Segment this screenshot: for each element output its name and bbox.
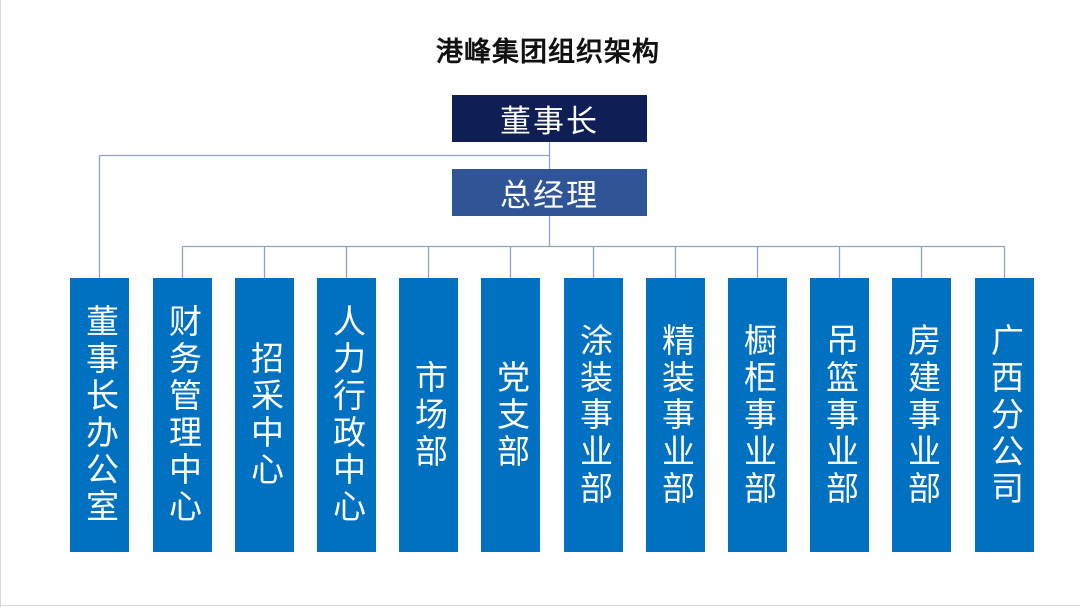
frame-left-border: [0, 0, 1, 607]
dept-party-branch: 党支部: [481, 278, 540, 552]
chart-title: 港峰集团组织架构: [436, 37, 660, 68]
dept-label: 涂装事业部: [574, 322, 614, 508]
dept-label: 精装事业部: [656, 322, 696, 508]
dept-finishing-division: 精装事业部: [646, 278, 705, 552]
general-manager-label: 总经理: [500, 178, 599, 214]
dept-label: 财务管理中心: [163, 304, 203, 526]
dept-label: 董事长办公室: [80, 304, 120, 526]
dept-construction-division: 房建事业部: [892, 278, 951, 552]
dept-finance-center: 财务管理中心: [153, 278, 212, 552]
dept-gondola-division: 吊篮事业部: [810, 278, 869, 552]
dept-guangxi-branch: 广西分公司: [975, 278, 1034, 552]
dept-chairman-office: 董事长办公室: [70, 278, 129, 552]
dept-procurement-center: 招采中心: [235, 278, 294, 552]
dept-label: 橱柜事业部: [738, 322, 778, 508]
dept-hr-admin-center: 人力行政中心: [317, 278, 376, 552]
frame-bottom-border: [0, 605, 1080, 606]
dept-marketing: 市场部: [399, 278, 458, 552]
dept-label: 市场部: [409, 359, 449, 471]
dept-label: 党支部: [491, 359, 531, 471]
dept-label: 人力行政中心: [327, 304, 367, 526]
general-manager-box: 总经理: [452, 169, 647, 216]
dept-label: 招采中心: [245, 341, 285, 489]
dept-coating-division: 涂装事业部: [564, 278, 623, 552]
chairman-label: 董事长: [500, 104, 599, 140]
chairman-box: 董事长: [452, 95, 647, 142]
dept-label: 广西分公司: [985, 322, 1025, 508]
dept-label: 吊篮事业部: [820, 322, 860, 508]
dept-label: 房建事业部: [902, 322, 942, 508]
dept-cabinet-division: 橱柜事业部: [728, 278, 787, 552]
